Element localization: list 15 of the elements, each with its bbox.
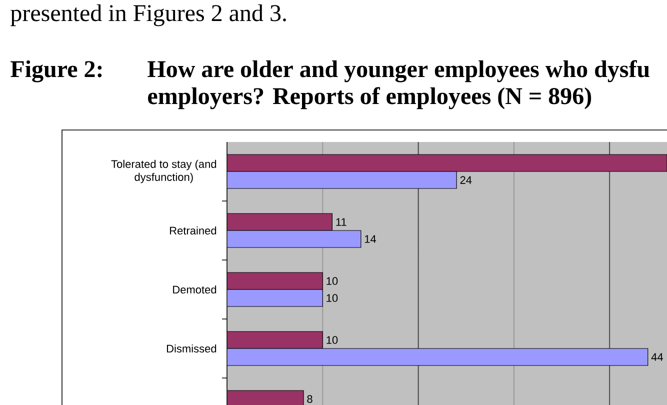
data-label: 10 xyxy=(326,277,338,285)
y-tick-label: Dismissed xyxy=(166,344,216,353)
data-label: 14 xyxy=(364,235,376,243)
data-label: 44 xyxy=(651,353,663,361)
data-label: 10 xyxy=(326,294,338,302)
y-tick-label: Demoted xyxy=(173,285,216,294)
data-label: 10 xyxy=(326,336,338,344)
caption: Figure 2: xyxy=(10,60,102,82)
y-tick-label: Tolerated to stay (and dysfunction) xyxy=(111,160,216,184)
text: presented in Figures 2 and 3. xyxy=(10,4,286,26)
data-label: 8 xyxy=(307,395,312,403)
data-label: 11 xyxy=(336,218,346,226)
data-label: 24 xyxy=(460,176,472,184)
chart-title: How are older and younger employees who dysfu employers? Reports of employees (N = 896) xyxy=(148,60,650,110)
y-tick-label: Retrained xyxy=(170,226,216,235)
